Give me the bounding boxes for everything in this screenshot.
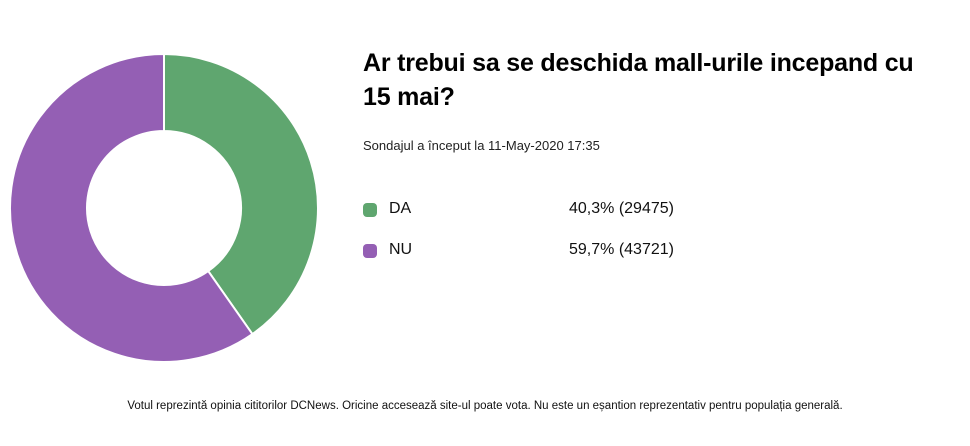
legend-label: NU [389,241,413,258]
legend-label: DA [389,200,412,217]
legend-item-da: DA 40,3% (29475) [363,199,763,221]
disclaimer-text: Votul reprezintă opinia cititorilor DCNe… [127,400,843,412]
donut-chart [9,52,319,363]
legend-value: 40,3% (29475) [569,200,674,217]
poll-title: Ar trebui sa se deschida mall-urile ince… [363,49,914,111]
legend-value: 59,7% (43721) [569,241,674,258]
legend-swatch-nu [363,244,377,258]
donut-slice-da [163,52,319,336]
poll-start-time: Sondajul a început la 11-May-2020 17:35 [363,138,600,153]
donut-slice-nu [9,52,254,363]
legend-item-nu: NU 59,7% (43721) [363,240,763,262]
legend-swatch-da [363,203,377,217]
